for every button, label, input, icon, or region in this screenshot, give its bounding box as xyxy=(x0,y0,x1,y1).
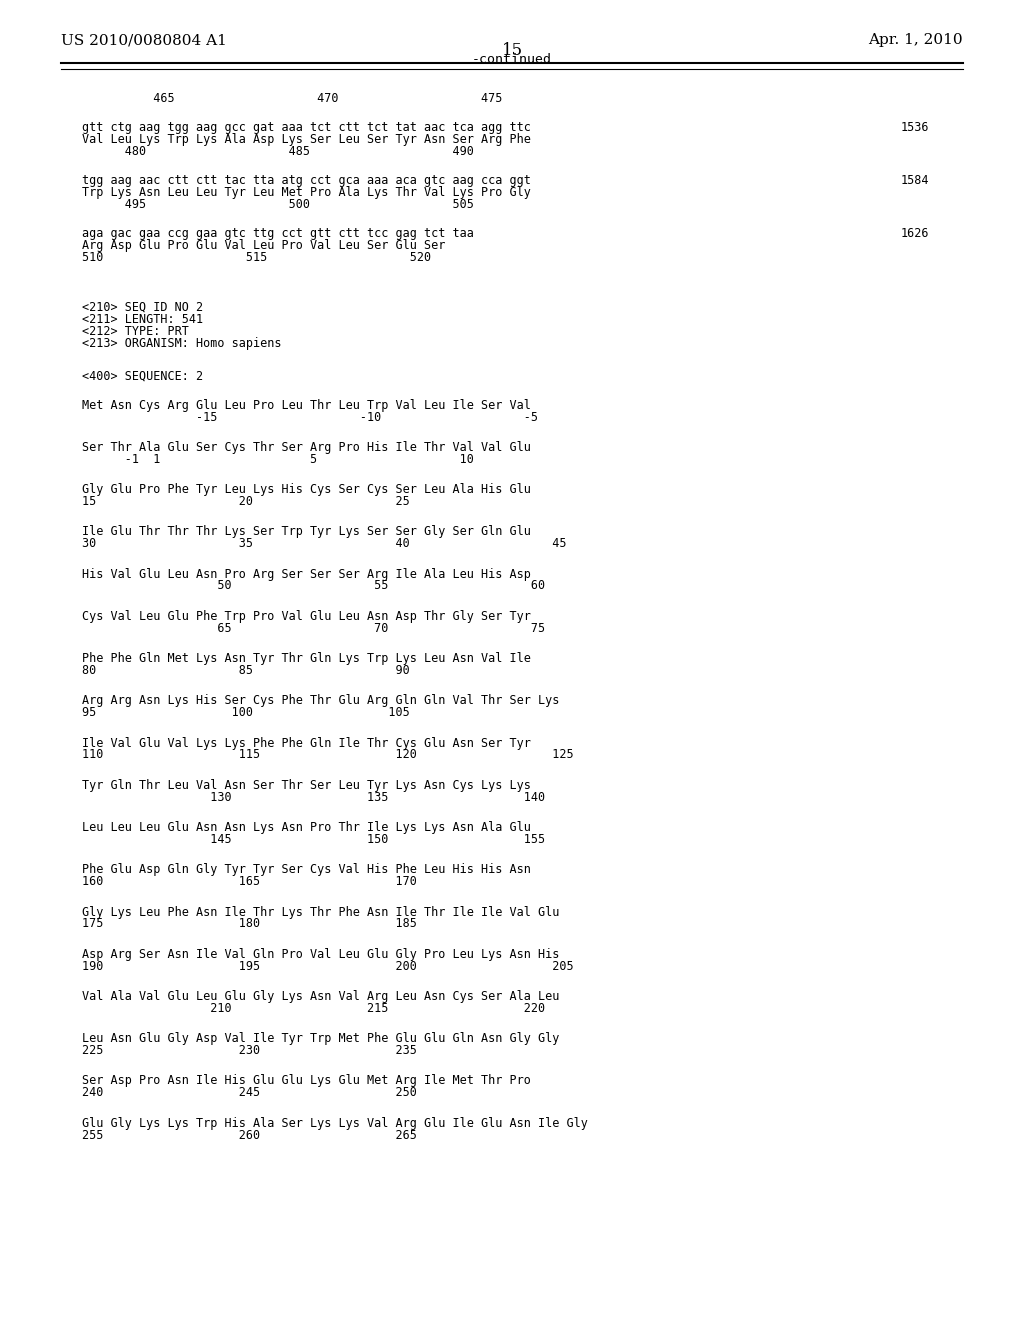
Text: 1536: 1536 xyxy=(901,121,930,135)
Text: 50                    55                    60: 50 55 60 xyxy=(82,579,545,593)
Text: 175                   180                   185: 175 180 185 xyxy=(82,917,417,931)
Text: 225                   230                   235: 225 230 235 xyxy=(82,1044,417,1057)
Text: Gly Glu Pro Phe Tyr Leu Lys His Cys Ser Cys Ser Leu Ala His Glu: Gly Glu Pro Phe Tyr Leu Lys His Cys Ser … xyxy=(82,483,530,496)
Text: 15: 15 xyxy=(502,42,522,59)
Text: Met Asn Cys Arg Glu Leu Pro Leu Thr Leu Trp Val Leu Ile Ser Val: Met Asn Cys Arg Glu Leu Pro Leu Thr Leu … xyxy=(82,399,530,412)
Text: 210                   215                   220: 210 215 220 xyxy=(82,1002,545,1015)
Text: <400> SEQUENCE: 2: <400> SEQUENCE: 2 xyxy=(82,370,203,383)
Text: 130                   135                   140: 130 135 140 xyxy=(82,791,545,804)
Text: 160                   165                   170: 160 165 170 xyxy=(82,875,417,888)
Text: gtt ctg aag tgg aag gcc gat aaa tct ctt tct tat aac tca agg ttc: gtt ctg aag tgg aag gcc gat aaa tct ctt … xyxy=(82,121,530,135)
Text: Cys Val Leu Glu Phe Trp Pro Val Glu Leu Asn Asp Thr Gly Ser Tyr: Cys Val Leu Glu Phe Trp Pro Val Glu Leu … xyxy=(82,610,530,623)
Text: -continued: -continued xyxy=(472,53,552,66)
Text: tgg aag aac ctt ctt tac tta atg cct gca aaa aca gtc aag cca ggt: tgg aag aac ctt ctt tac tta atg cct gca … xyxy=(82,174,530,187)
Text: 145                   150                   155: 145 150 155 xyxy=(82,833,545,846)
Text: Phe Phe Gln Met Lys Asn Tyr Thr Gln Lys Trp Lys Leu Asn Val Ile: Phe Phe Gln Met Lys Asn Tyr Thr Gln Lys … xyxy=(82,652,530,665)
Text: US 2010/0080804 A1: US 2010/0080804 A1 xyxy=(61,33,227,48)
Text: 255                   260                   265: 255 260 265 xyxy=(82,1129,417,1142)
Text: 80                    85                    90: 80 85 90 xyxy=(82,664,410,677)
Text: 15                    20                    25: 15 20 25 xyxy=(82,495,410,508)
Text: 1584: 1584 xyxy=(901,174,930,187)
Text: Asp Arg Ser Asn Ile Val Gln Pro Val Leu Glu Gly Pro Leu Lys Asn His: Asp Arg Ser Asn Ile Val Gln Pro Val Leu … xyxy=(82,948,559,961)
Text: Glu Gly Lys Lys Trp His Ala Ser Lys Lys Val Arg Glu Ile Glu Asn Ile Gly: Glu Gly Lys Lys Trp His Ala Ser Lys Lys … xyxy=(82,1117,588,1130)
Text: 190                   195                   200                   205: 190 195 200 205 xyxy=(82,960,573,973)
Text: Trp Lys Asn Leu Leu Tyr Leu Met Pro Ala Lys Thr Val Lys Pro Gly: Trp Lys Asn Leu Leu Tyr Leu Met Pro Ala … xyxy=(82,186,530,199)
Text: 510                    515                    520: 510 515 520 xyxy=(82,251,431,264)
Text: aga gac gaa ccg gaa gtc ttg cct gtt ctt tcc gag tct taa: aga gac gaa ccg gaa gtc ttg cct gtt ctt … xyxy=(82,227,474,240)
Text: Ile Val Glu Val Lys Lys Phe Phe Gln Ile Thr Cys Glu Asn Ser Tyr: Ile Val Glu Val Lys Lys Phe Phe Gln Ile … xyxy=(82,737,530,750)
Text: 1626: 1626 xyxy=(901,227,930,240)
Text: Ser Thr Ala Glu Ser Cys Thr Ser Arg Pro His Ile Thr Val Val Glu: Ser Thr Ala Glu Ser Cys Thr Ser Arg Pro … xyxy=(82,441,530,454)
Text: Ser Asp Pro Asn Ile His Glu Glu Lys Glu Met Arg Ile Met Thr Pro: Ser Asp Pro Asn Ile His Glu Glu Lys Glu … xyxy=(82,1074,530,1088)
Text: Arg Arg Asn Lys His Ser Cys Phe Thr Glu Arg Gln Gln Val Thr Ser Lys: Arg Arg Asn Lys His Ser Cys Phe Thr Glu … xyxy=(82,694,559,708)
Text: 95                   100                   105: 95 100 105 xyxy=(82,706,410,719)
Text: 465                    470                    475: 465 470 475 xyxy=(82,92,503,106)
Text: 240                   245                   250: 240 245 250 xyxy=(82,1086,417,1100)
Text: Phe Glu Asp Gln Gly Tyr Tyr Ser Cys Val His Phe Leu His His Asn: Phe Glu Asp Gln Gly Tyr Tyr Ser Cys Val … xyxy=(82,863,530,876)
Text: -15                    -10                    -5: -15 -10 -5 xyxy=(82,411,538,424)
Text: Ile Glu Thr Thr Thr Lys Ser Trp Tyr Lys Ser Ser Gly Ser Gln Glu: Ile Glu Thr Thr Thr Lys Ser Trp Tyr Lys … xyxy=(82,525,530,539)
Text: 110                   115                   120                   125: 110 115 120 125 xyxy=(82,748,573,762)
Text: Tyr Gln Thr Leu Val Asn Ser Thr Ser Leu Tyr Lys Asn Cys Lys Lys: Tyr Gln Thr Leu Val Asn Ser Thr Ser Leu … xyxy=(82,779,530,792)
Text: Val Leu Lys Trp Lys Ala Asp Lys Ser Leu Ser Tyr Asn Ser Arg Phe: Val Leu Lys Trp Lys Ala Asp Lys Ser Leu … xyxy=(82,133,530,147)
Text: <212> TYPE: PRT: <212> TYPE: PRT xyxy=(82,325,188,338)
Text: His Val Glu Leu Asn Pro Arg Ser Ser Ser Arg Ile Ala Leu His Asp: His Val Glu Leu Asn Pro Arg Ser Ser Ser … xyxy=(82,568,530,581)
Text: <211> LENGTH: 541: <211> LENGTH: 541 xyxy=(82,313,203,326)
Text: -1  1                     5                    10: -1 1 5 10 xyxy=(82,453,474,466)
Text: Arg Asp Glu Pro Glu Val Leu Pro Val Leu Ser Glu Ser: Arg Asp Glu Pro Glu Val Leu Pro Val Leu … xyxy=(82,239,445,252)
Text: Leu Asn Glu Gly Asp Val Ile Tyr Trp Met Phe Glu Glu Gln Asn Gly Gly: Leu Asn Glu Gly Asp Val Ile Tyr Trp Met … xyxy=(82,1032,559,1045)
Text: Gly Lys Leu Phe Asn Ile Thr Lys Thr Phe Asn Ile Thr Ile Ile Val Glu: Gly Lys Leu Phe Asn Ile Thr Lys Thr Phe … xyxy=(82,906,559,919)
Text: Val Ala Val Glu Leu Glu Gly Lys Asn Val Arg Leu Asn Cys Ser Ala Leu: Val Ala Val Glu Leu Glu Gly Lys Asn Val … xyxy=(82,990,559,1003)
Text: 480                    485                    490: 480 485 490 xyxy=(82,145,474,158)
Text: <210> SEQ ID NO 2: <210> SEQ ID NO 2 xyxy=(82,301,203,314)
Text: Leu Leu Leu Glu Asn Asn Lys Asn Pro Thr Ile Lys Lys Asn Ala Glu: Leu Leu Leu Glu Asn Asn Lys Asn Pro Thr … xyxy=(82,821,530,834)
Text: <213> ORGANISM: Homo sapiens: <213> ORGANISM: Homo sapiens xyxy=(82,337,282,350)
Text: 65                    70                    75: 65 70 75 xyxy=(82,622,545,635)
Text: 495                    500                    505: 495 500 505 xyxy=(82,198,474,211)
Text: Apr. 1, 2010: Apr. 1, 2010 xyxy=(868,33,963,48)
Text: 30                    35                    40                    45: 30 35 40 45 xyxy=(82,537,566,550)
